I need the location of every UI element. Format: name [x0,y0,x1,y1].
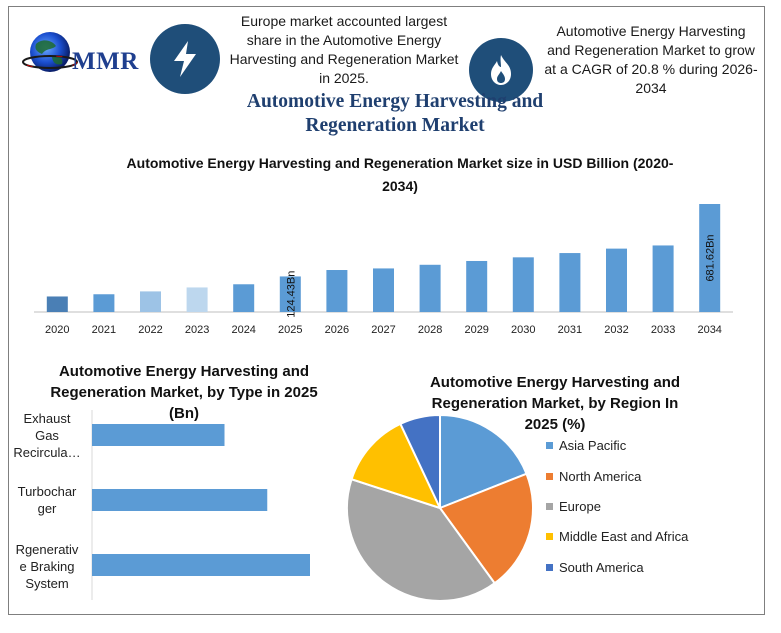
legend-swatch [546,503,553,510]
type-bar [92,489,268,511]
bar-2025 [279,276,301,312]
legend-item: Europe [546,499,601,514]
pie-slice-asia-pacific [439,413,528,510]
lightning-bolt-icon [150,24,220,94]
legend-swatch [546,473,553,480]
legend-swatch [546,564,553,571]
type-bar [92,424,225,446]
type-bar [92,554,310,576]
bar-2020 [46,296,68,312]
x-tick-label: 2032 [604,324,628,336]
bar-data-label: 681.62Bn [705,234,717,281]
info-left-text: Europe market accounted largest share in… [229,13,459,86]
main-title: Automotive Energy Harvesting and Regener… [246,91,544,136]
bar-2024 [233,284,255,312]
bar-2030 [512,257,534,312]
bar-2034 [699,204,721,312]
x-tick-label: 2025 [278,324,302,336]
type-category-label: Exhaust Gas Recircula… [13,410,81,460]
region-chart-title: Automotive Energy Harvesting and Regener… [429,374,681,433]
x-tick-label: 2029 [464,324,488,336]
x-tick-label: 2031 [558,324,582,336]
globe-logo-icon [22,32,78,72]
pie-slice-south-america [399,413,441,509]
bar-2033 [652,245,674,312]
x-tick-label: 2026 [325,324,349,336]
x-tick-label: 2022 [138,324,162,336]
x-tick-label: 2023 [185,324,209,336]
bar-2029 [466,260,488,312]
bar-2022 [140,291,161,312]
type-horizontal-bar-chart [91,410,310,600]
infographic-frame [8,6,765,615]
bar-2026 [326,270,348,312]
legend-label: South America [559,560,644,575]
bar-2028 [419,264,441,312]
legend-swatch [546,533,553,540]
x-tick-label: 2020 [45,324,69,336]
market-size-chart-title: Automotive Energy Harvesting and Regener… [126,155,674,194]
x-tick-label: 2021 [92,324,116,336]
legend-swatch [546,442,553,449]
pie-slice-middle-east-and-africa [350,422,442,510]
x-tick-label: 2033 [651,324,675,336]
legend-label: Asia Pacific [559,438,627,453]
region-pie-chart [346,413,534,602]
x-tick-label: 2028 [418,324,442,336]
bar-2027 [373,268,394,312]
bar-2023 [186,287,208,312]
x-tick-label: 2024 [231,324,255,336]
legend-item: Asia Pacific [546,438,626,453]
bar-2021 [93,294,115,312]
legend-item: South America [546,560,644,575]
flame-icon [469,38,533,102]
x-tick-label: 2030 [511,324,535,336]
type-category-label: Rgenerativ e Braking System [15,541,79,591]
bar-2032 [606,248,627,312]
type-category-label: Turbochar ger [17,484,77,516]
logo-text: MMR [72,48,139,75]
legend-label: Middle East and Africa [559,529,689,544]
market-size-bar-chart: 2020 2021 2022 2023 2024 2025 2026 2027 2028 2029… [34,204,733,336]
bar-data-label: 124.43Bn [285,271,297,318]
info-right-text: Automotive Energy Harvesting and Regener… [544,23,758,96]
pie-slice-north-america [438,472,534,585]
type-chart-title: Automotive Energy Harvesting and Regener… [50,363,318,422]
x-tick-label: 2034 [697,324,721,336]
legend-item: North America [546,469,641,484]
x-tick-label: 2027 [371,324,395,336]
bar-2031 [559,253,581,312]
pie-slice-europe [346,478,497,602]
legend-label: North America [559,469,642,484]
legend-label: Europe [559,499,601,514]
legend-item: Middle East and Africa [546,529,688,544]
